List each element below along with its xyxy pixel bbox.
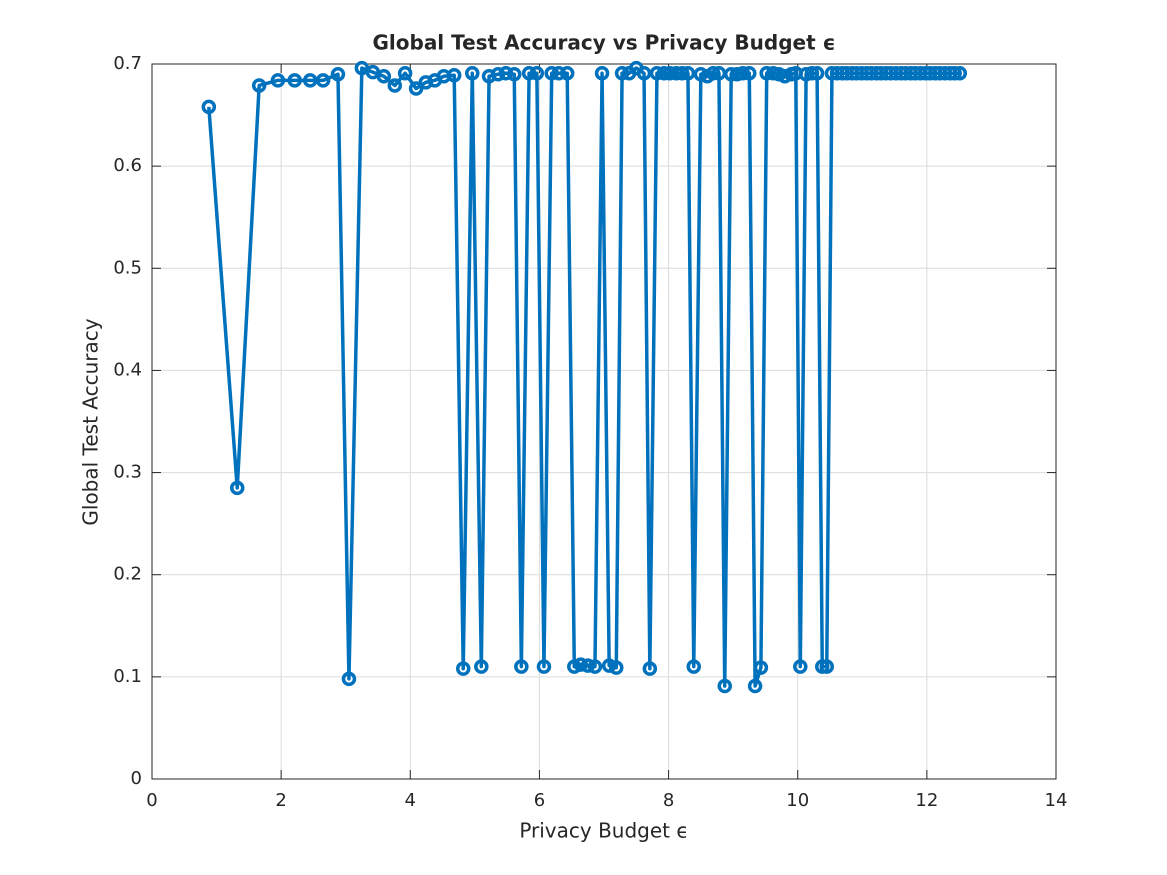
- data-point: [587, 659, 603, 674]
- x-tick-label: 12: [915, 790, 938, 811]
- data-point: [947, 65, 962, 81]
- data-point: [408, 81, 424, 96]
- x-tick-label: 4: [405, 790, 416, 811]
- data-point: [567, 659, 582, 674]
- data-point: [559, 65, 575, 81]
- data-point: [952, 65, 968, 81]
- data-point: [735, 65, 751, 81]
- data-point: [544, 65, 559, 81]
- x-tick-label: 0: [146, 790, 157, 811]
- data-point: [490, 66, 506, 82]
- data-point: [514, 659, 529, 674]
- x-axis-label: Privacy Budget ϵ: [519, 819, 688, 843]
- data-point: [551, 65, 567, 81]
- data-point: [315, 73, 331, 88]
- data-point: [201, 99, 217, 115]
- y-tick-label: 0.3: [113, 462, 142, 483]
- data-point: [680, 65, 696, 81]
- data-point: [302, 73, 318, 88]
- chart-title: Global Test Accuracy vs Privacy Budget ϵ: [372, 31, 835, 55]
- y-tick-label: 0.2: [113, 564, 142, 585]
- data-point: [397, 65, 413, 81]
- data-point: [387, 78, 403, 93]
- data-point: [717, 678, 732, 694]
- data-point: [455, 661, 471, 676]
- data-point: [614, 65, 630, 81]
- data-point: [529, 65, 545, 81]
- y-tick-label: 0.5: [113, 257, 142, 278]
- data-point: [742, 65, 757, 81]
- data-point: [819, 659, 835, 674]
- x-tick-label: 10: [786, 790, 809, 811]
- data-point: [705, 65, 721, 81]
- y-axis-label: Global Test Accuracy: [79, 318, 103, 525]
- data-point: [753, 660, 769, 675]
- data-point: [506, 66, 522, 82]
- data-point: [793, 659, 808, 674]
- y-tick-label: 0.7: [113, 53, 142, 74]
- y-tick-label: 0.6: [113, 155, 142, 176]
- data-point: [674, 65, 690, 81]
- data-point: [573, 657, 589, 672]
- plot-box: [151, 63, 1057, 780]
- data-point: [465, 65, 480, 81]
- data-point: [580, 658, 596, 673]
- data-point: [642, 661, 658, 676]
- y-tick-label: 0.1: [113, 666, 142, 687]
- data-point: [809, 65, 825, 81]
- data-point: [536, 659, 552, 674]
- y-tick-label: 0.4: [113, 359, 142, 380]
- x-tick-label: 2: [275, 790, 286, 811]
- data-point: [594, 65, 610, 81]
- data-point: [636, 65, 652, 81]
- data-point: [376, 69, 392, 84]
- data-point: [229, 480, 245, 496]
- x-tick-label: 14: [1045, 790, 1068, 811]
- data-point: [446, 67, 462, 83]
- data-point: [474, 659, 489, 674]
- data-line: [207, 66, 960, 688]
- y-tick-label: 0: [131, 768, 142, 789]
- data-point: [498, 65, 514, 81]
- data-point: [609, 660, 624, 675]
- data-point: [747, 678, 763, 694]
- data-point: [330, 66, 346, 82]
- data-point: [341, 671, 357, 687]
- x-tick-label: 6: [534, 790, 545, 811]
- data-point: [251, 78, 267, 93]
- data-point: [287, 73, 302, 88]
- data-point: [804, 65, 820, 81]
- data-point: [270, 73, 286, 88]
- data-point: [686, 659, 702, 674]
- x-tick-label: 8: [663, 790, 674, 811]
- data-point: [649, 65, 665, 81]
- data-point: [521, 65, 537, 81]
- data-point: [601, 658, 617, 673]
